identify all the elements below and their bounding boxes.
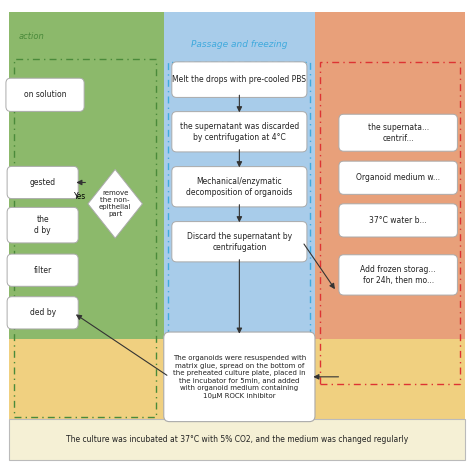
FancyBboxPatch shape <box>7 166 78 199</box>
Bar <box>315 12 465 419</box>
FancyBboxPatch shape <box>172 62 307 98</box>
Text: on solution: on solution <box>24 91 66 99</box>
Text: Discard the supernatant by
centrifugation: Discard the supernatant by centrifugatio… <box>187 232 292 252</box>
Text: Add frozen storag...
for 24h, then mo...: Add frozen storag... for 24h, then mo... <box>360 265 436 285</box>
Text: Yes: Yes <box>73 192 86 201</box>
FancyBboxPatch shape <box>339 255 457 295</box>
Text: the
d by: the d by <box>34 215 51 235</box>
Text: remove
the non-
epithelial
part: remove the non- epithelial part <box>99 191 131 217</box>
FancyBboxPatch shape <box>339 161 457 194</box>
FancyBboxPatch shape <box>172 112 307 152</box>
Text: action: action <box>19 32 45 41</box>
Bar <box>9 339 465 419</box>
Text: Organoid medium w...: Organoid medium w... <box>356 173 440 182</box>
Bar <box>9 419 465 460</box>
Text: The culture was incubated at 37°C with 5% CO2, and the medium was changed regula: The culture was incubated at 37°C with 5… <box>66 436 408 444</box>
Bar <box>168 62 310 344</box>
FancyBboxPatch shape <box>339 114 457 151</box>
FancyBboxPatch shape <box>6 78 84 111</box>
Polygon shape <box>88 170 142 238</box>
Bar <box>164 12 315 419</box>
Text: the supernata...
centrif...: the supernata... centrif... <box>368 123 428 143</box>
Bar <box>9 12 164 419</box>
FancyBboxPatch shape <box>7 208 78 243</box>
Text: The organoids were resuspended with
matrix glue, spread on the bottom of
the pre: The organoids were resuspended with matr… <box>173 355 306 399</box>
FancyBboxPatch shape <box>7 254 78 286</box>
Text: 37°C water b...: 37°C water b... <box>369 216 427 225</box>
Text: gested: gested <box>29 178 56 187</box>
FancyBboxPatch shape <box>7 297 78 329</box>
Bar <box>320 62 460 384</box>
Bar <box>14 59 156 417</box>
FancyBboxPatch shape <box>164 332 315 422</box>
FancyBboxPatch shape <box>172 222 307 262</box>
FancyBboxPatch shape <box>339 204 457 237</box>
Text: the supernatant was discarded
by centrifugation at 4°C: the supernatant was discarded by centrif… <box>180 122 299 142</box>
Text: Mechanical/enzymatic
decomposition of organoids: Mechanical/enzymatic decomposition of or… <box>186 177 292 197</box>
Text: filter: filter <box>34 266 52 274</box>
Text: ded by: ded by <box>29 309 56 317</box>
FancyBboxPatch shape <box>172 167 307 207</box>
Text: Passage and freezing: Passage and freezing <box>191 40 288 49</box>
Text: Melt the drops with pre-cooled PBS: Melt the drops with pre-cooled PBS <box>173 75 306 84</box>
